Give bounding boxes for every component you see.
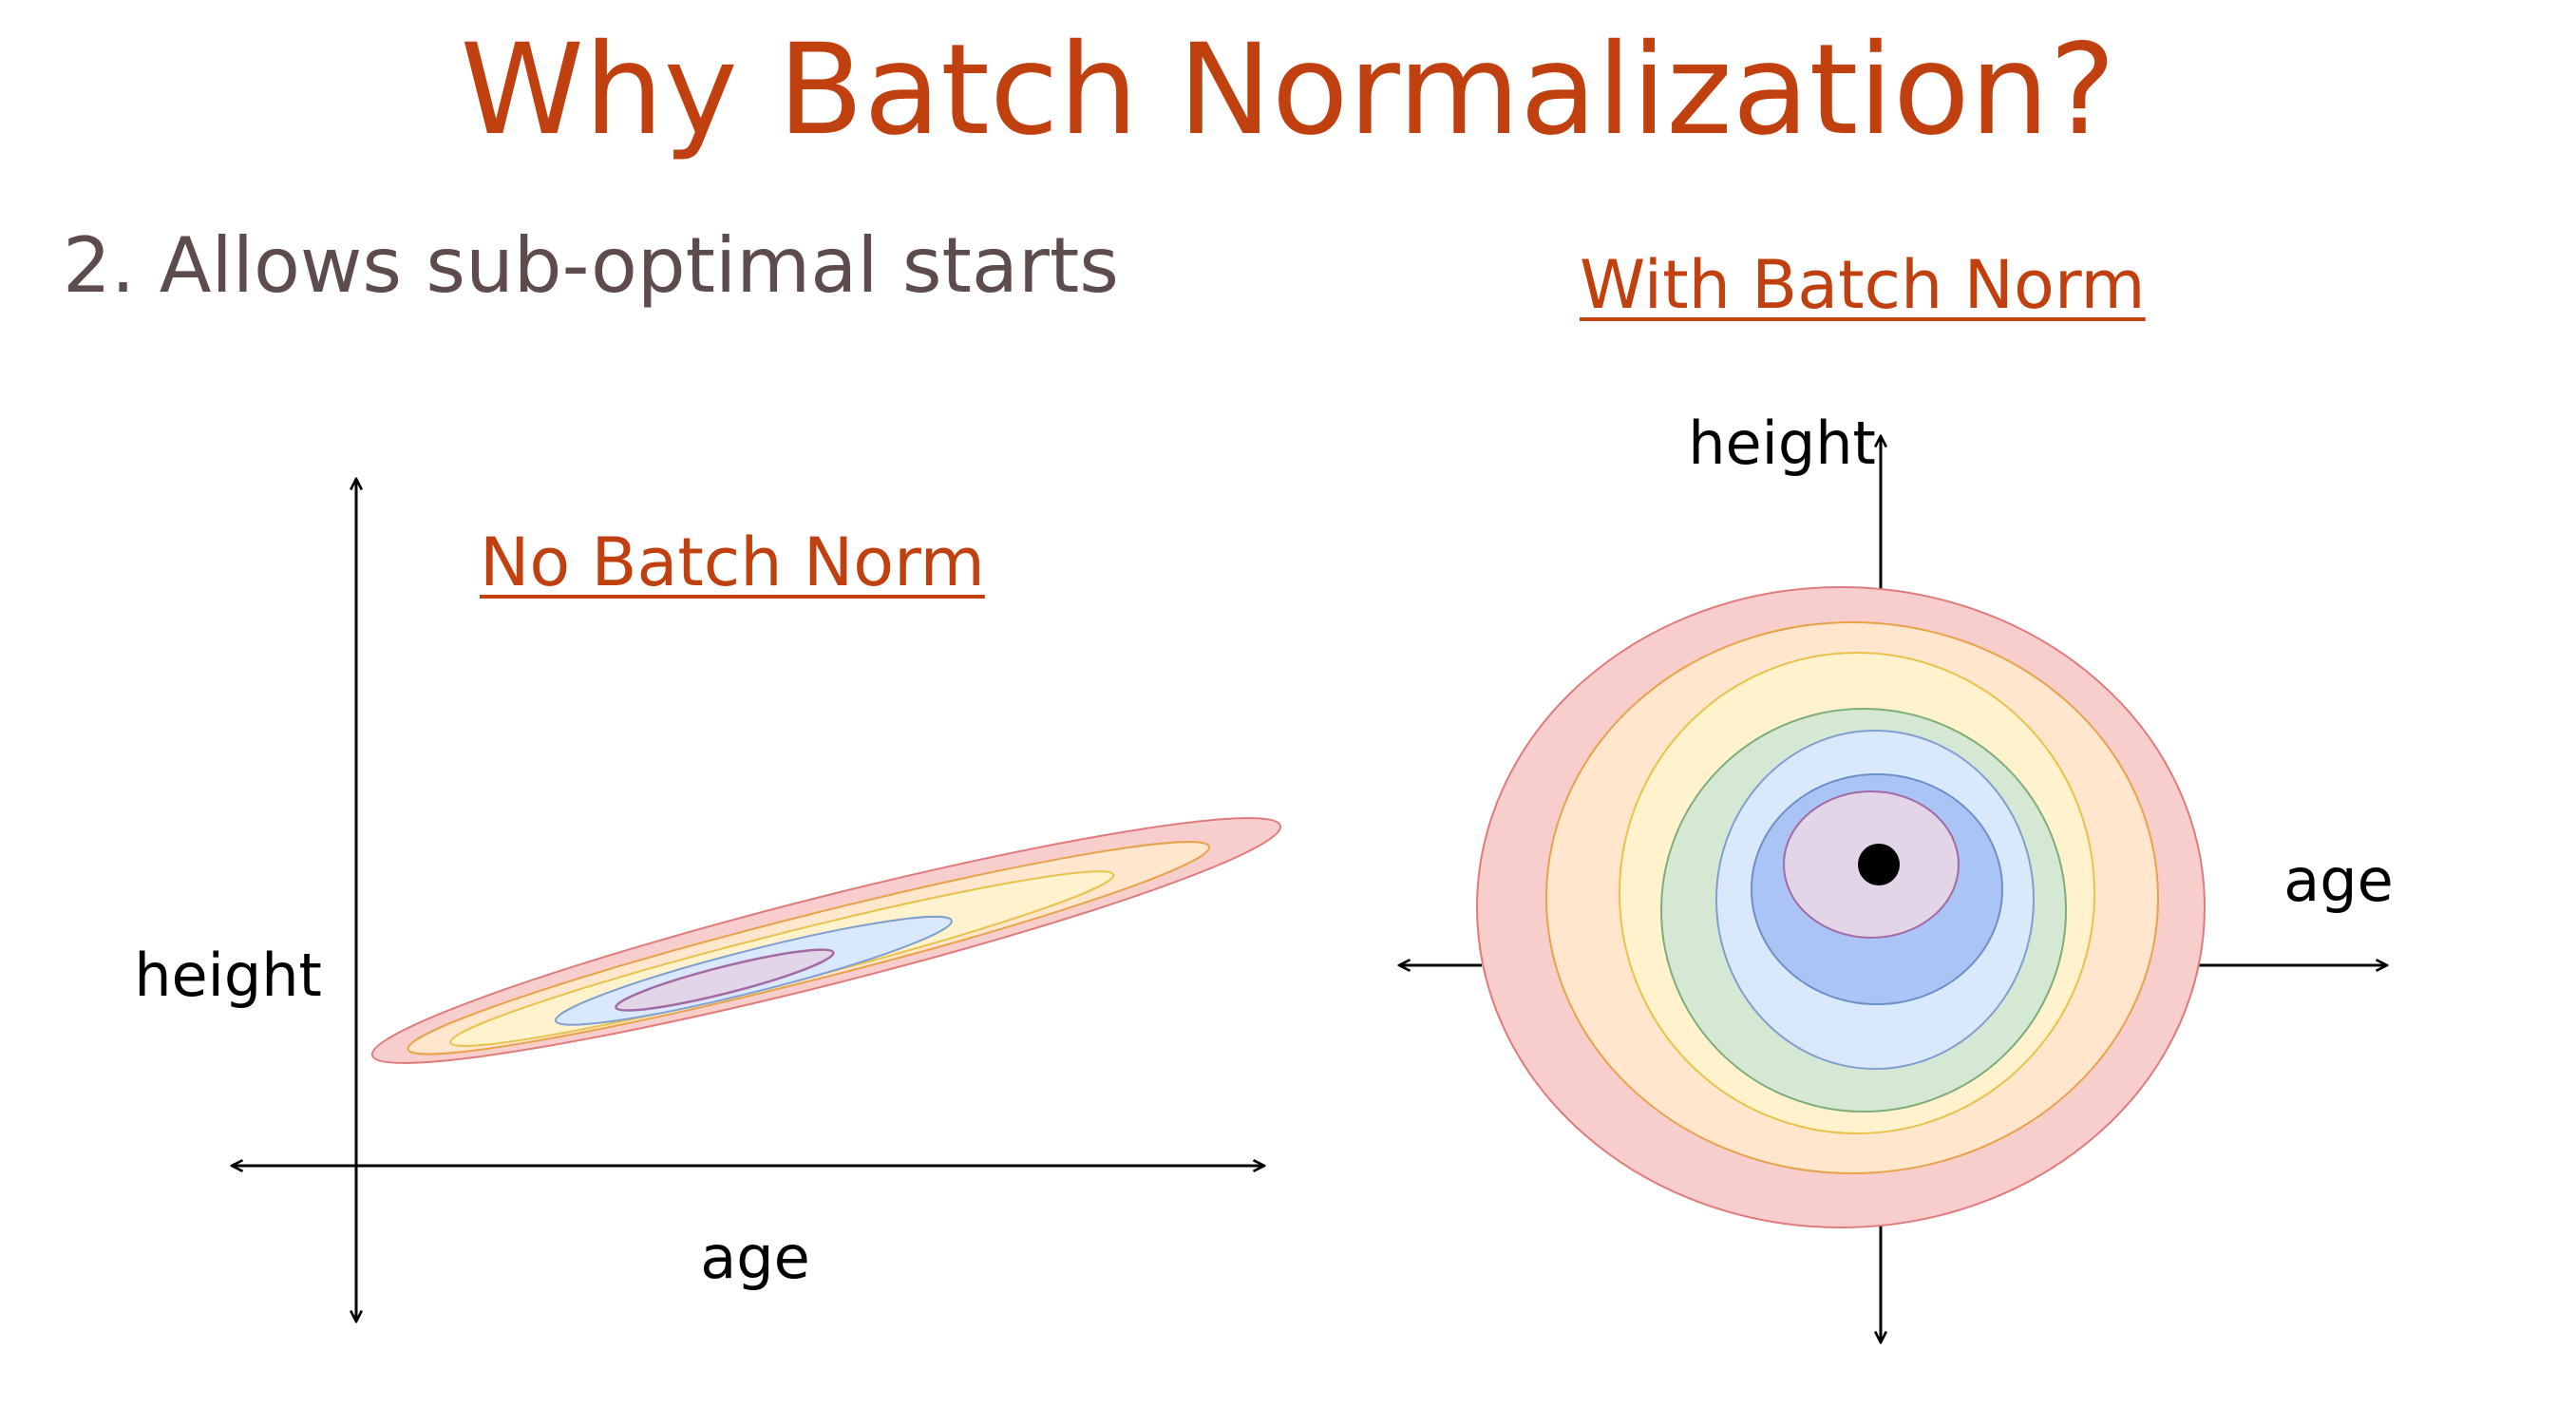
no-bn-y-axis-label: height xyxy=(134,941,322,1010)
elongated-contours xyxy=(370,817,1282,1064)
with-batch-norm-plot: height age xyxy=(1400,409,2394,1341)
with-bn-x-axis-label: age xyxy=(2283,846,2394,915)
contour-purple xyxy=(615,948,835,1012)
with-batch-norm-heading: With Batch Norm xyxy=(1580,246,2146,324)
no-batch-norm-plot: height age xyxy=(134,480,1282,1321)
no-bn-x-axis-label: age xyxy=(700,1223,810,1292)
no-batch-norm-heading: No Batch Norm xyxy=(480,523,985,601)
slide-title: Why Batch Normalization? xyxy=(460,17,2116,163)
minimum-dot xyxy=(1858,844,1900,885)
with-bn-y-axis-label: height xyxy=(1688,409,1876,478)
slide-subtitle: 2. Allows sub-optimal starts xyxy=(63,221,1119,310)
